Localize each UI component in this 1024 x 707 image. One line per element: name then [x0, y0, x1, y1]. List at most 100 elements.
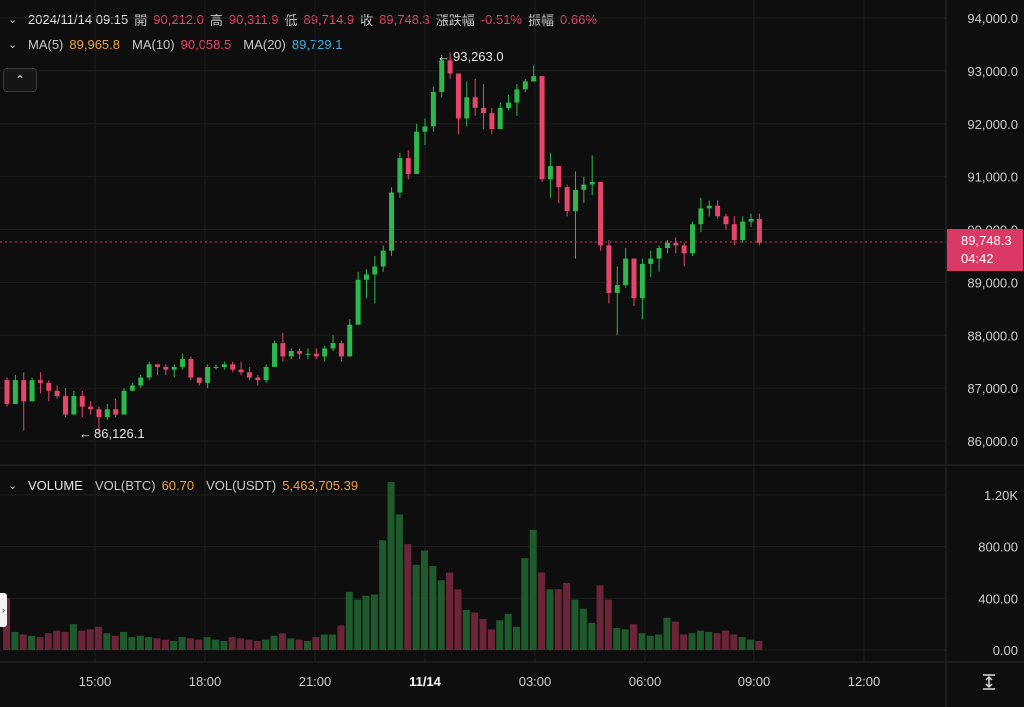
fit-scale-icon[interactable]: [980, 673, 998, 691]
candle-body: [196, 377, 202, 383]
time-axis-tick: 18:00: [189, 674, 222, 689]
candle-body: [4, 380, 10, 404]
candle-body: [756, 218, 762, 243]
current-price-value: 89,748.3: [961, 233, 1012, 248]
candle-body: [46, 382, 52, 391]
volume-bar: [588, 622, 596, 650]
collapse-indicators-button[interactable]: ⌃: [3, 68, 37, 92]
volume-bar: [312, 637, 320, 650]
chevron-up-icon: ⌃: [14, 73, 26, 87]
volume-bar: [621, 629, 629, 650]
volume-bar: [521, 558, 529, 650]
ma-info-row: ⌄ MA(5) 89,965.8 MA(10) 90,058.5 MA(20) …: [8, 37, 342, 52]
candle-body: [171, 366, 177, 370]
candle-body: [748, 218, 754, 222]
candle-body: [740, 221, 746, 241]
volume-bar: [546, 589, 554, 650]
ma5-value: 89,965.8: [69, 37, 120, 52]
candle-body: [506, 102, 512, 108]
candle-body: [631, 258, 637, 299]
candle-body: [623, 258, 629, 286]
volume-bar: [295, 639, 303, 650]
price-axis-tick: 89,000.0: [967, 275, 1018, 290]
candle-body: [389, 192, 395, 251]
candle-body: [464, 97, 470, 119]
volume-bar: [696, 630, 704, 650]
price-axis-tick: 92,000.0: [967, 117, 1018, 132]
volume-bar: [671, 621, 679, 650]
volume-bar: [437, 580, 445, 650]
volume-bar: [655, 634, 663, 650]
volume-bar: [638, 633, 646, 650]
candle-body: [21, 380, 27, 402]
volume-bar: [354, 599, 362, 650]
candle-body: [690, 224, 696, 254]
candle-body: [154, 364, 160, 367]
candle-body: [447, 60, 453, 74]
volume-info-row: ⌄ VOLUME VOL(BTC) 60.70 VOL(USDT) 5,463,…: [8, 478, 358, 493]
volume-bar: [44, 633, 52, 650]
chevron-down-icon[interactable]: ⌄: [8, 14, 18, 26]
volume-bar: [337, 625, 345, 650]
volume-bar: [203, 637, 211, 650]
candle-body: [397, 158, 403, 193]
volume-bar: [379, 540, 387, 650]
open-value: 90,212.0: [153, 12, 204, 27]
volume-axis-tick: 0.00: [993, 643, 1018, 658]
candle-body: [430, 92, 436, 127]
volume-bar: [705, 631, 713, 650]
price-axis-tick: 86,000.0: [967, 434, 1018, 449]
ma20-value: 89,729.1: [291, 37, 343, 52]
chevron-down-icon[interactable]: ⌄: [8, 480, 18, 492]
time-axis-tick: 06:00: [629, 674, 662, 689]
volume-bar: [479, 619, 487, 650]
candle-body: [422, 126, 428, 132]
candle-body: [297, 351, 303, 354]
ma5-label: MA(5): [28, 37, 64, 52]
volume-bar: [320, 634, 328, 650]
candle-body: [355, 279, 361, 325]
volume-bar: [329, 634, 337, 650]
candle-body: [71, 396, 77, 415]
volume-bar: [287, 638, 295, 650]
volume-bar: [220, 640, 228, 650]
candle-body: [63, 396, 69, 415]
candle-body: [238, 369, 244, 373]
volume-bar: [19, 634, 27, 650]
time-axis-tick: 12:00: [848, 674, 881, 689]
low-label: 低: [284, 13, 298, 28]
candle-body: [322, 348, 328, 357]
chevron-down-icon[interactable]: ⌄: [8, 39, 18, 51]
candle-body: [347, 324, 353, 357]
volume-bar: [738, 637, 746, 650]
candle-body: [614, 285, 620, 293]
volume-bar: [538, 572, 546, 650]
high-value: 90,311.9: [228, 12, 279, 27]
volume-bar: [78, 630, 86, 650]
candle-body: [481, 107, 487, 114]
candle-body: [598, 181, 604, 246]
candle-body: [589, 181, 595, 185]
volume-axis-tick: 800.00: [978, 540, 1018, 555]
vol-usdt-value: 5,463,705.39: [282, 478, 359, 493]
volume-bar: [270, 635, 278, 650]
amplitude-value: 0.66%: [560, 12, 597, 27]
volume-bar: [571, 599, 579, 650]
max-arrow-icon: ←: [437, 49, 450, 64]
candle-body: [213, 366, 219, 368]
volume-bar: [630, 624, 637, 650]
candle-body: [723, 216, 729, 225]
expand-panel-tab[interactable]: ›: [0, 593, 7, 627]
min-arrow-icon: ←: [79, 426, 92, 441]
volume-bar: [462, 609, 470, 650]
volume-bar: [429, 566, 437, 650]
vol-usdt-label: VOL(USDT): [206, 478, 277, 493]
candle-body: [12, 380, 18, 404]
candle-body: [79, 396, 85, 407]
volume-bar: [730, 634, 738, 650]
min-price-annotation: 86,126.1: [94, 426, 145, 441]
candle-body: [188, 359, 194, 378]
volume-bar: [504, 613, 512, 650]
volume-bar: [646, 635, 654, 650]
